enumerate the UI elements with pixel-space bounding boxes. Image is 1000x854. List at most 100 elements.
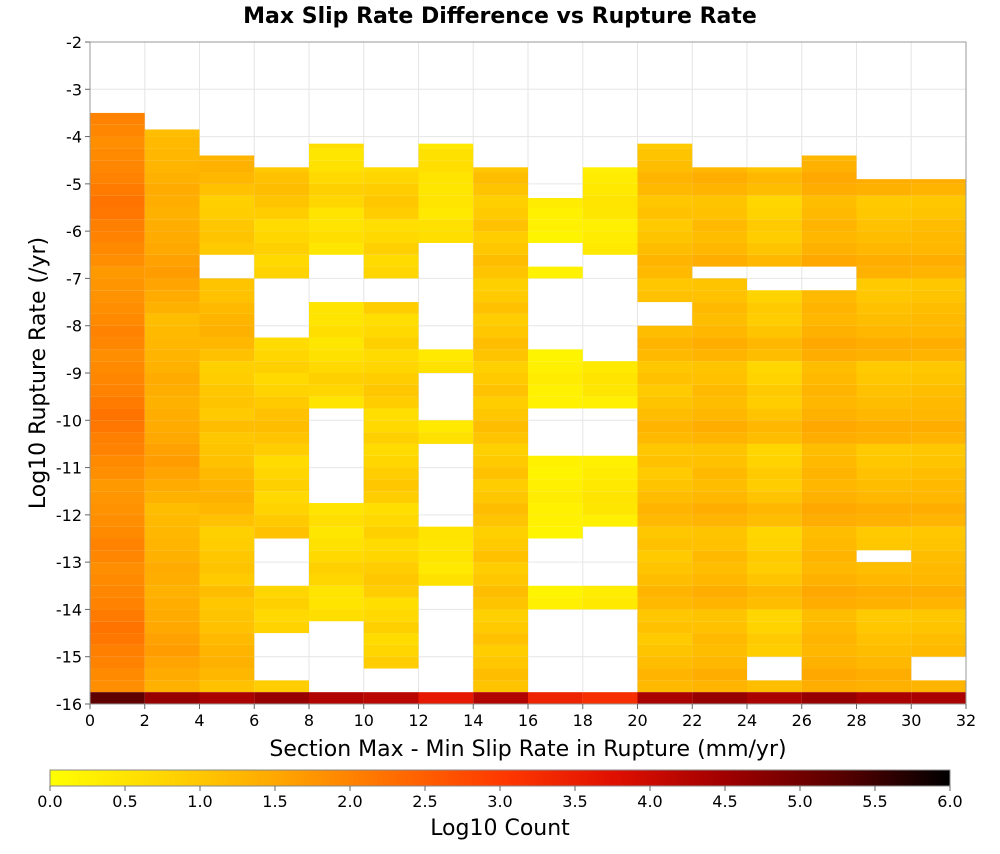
heatmap-cell xyxy=(637,455,693,468)
heatmap-cell xyxy=(911,420,966,433)
heatmap-cell xyxy=(582,384,638,397)
heatmap-cell xyxy=(801,680,857,693)
heatmap-cell xyxy=(692,290,747,303)
heatmap-cell xyxy=(637,172,693,184)
heatmap-cell xyxy=(528,692,583,704)
heatmap-cell xyxy=(199,183,255,196)
heatmap-cell xyxy=(90,172,145,184)
heatmap-cell xyxy=(199,633,255,645)
heatmap-cell xyxy=(363,633,419,645)
heatmap-cell xyxy=(582,167,638,173)
heatmap-cell xyxy=(254,503,309,515)
heatmap-cell xyxy=(801,290,857,303)
heatmap-cell xyxy=(856,290,912,303)
heatmap-cell xyxy=(473,432,528,444)
heatmap-cell xyxy=(692,432,747,444)
x-tick-label: 24 xyxy=(737,711,757,730)
heatmap-cell xyxy=(801,325,857,338)
heatmap-cell xyxy=(418,573,474,586)
heatmap-cell xyxy=(363,692,419,704)
heatmap-cell xyxy=(856,573,912,586)
heatmap-cell xyxy=(856,266,912,279)
heatmap-cell xyxy=(144,337,200,350)
heatmap-cell xyxy=(199,550,255,563)
heatmap-cell xyxy=(747,467,802,480)
y-tick-label: -13 xyxy=(56,553,82,572)
heatmap-cell xyxy=(801,621,857,634)
heatmap-cell xyxy=(199,467,255,480)
heatmap-cell xyxy=(90,467,145,480)
heatmap-cell xyxy=(692,278,747,291)
heatmap-cell xyxy=(801,172,857,184)
heatmap-cell xyxy=(144,195,200,208)
heatmap-cell xyxy=(199,455,255,468)
heatmap-cell xyxy=(856,219,912,232)
heatmap-cell xyxy=(528,479,583,492)
heatmap-cell xyxy=(747,337,802,350)
heatmap-cell xyxy=(473,644,528,657)
heatmap-cell xyxy=(637,337,693,350)
heatmap-cell xyxy=(692,455,747,468)
heatmap-cell xyxy=(144,278,200,291)
heatmap-cell xyxy=(473,195,528,208)
heatmap-cell xyxy=(801,597,857,610)
heatmap-cell xyxy=(254,432,309,444)
heatmap-cell xyxy=(856,396,912,409)
heatmap-cell xyxy=(747,325,802,338)
heatmap-cell xyxy=(856,420,912,433)
heatmap-cell xyxy=(199,526,255,539)
colorbar-tick-label: 0.5 xyxy=(112,792,137,811)
heatmap-cell xyxy=(692,597,747,610)
heatmap-cell xyxy=(692,254,747,267)
heatmap-cell xyxy=(254,195,309,208)
heatmap-cell xyxy=(144,420,200,433)
heatmap-cell xyxy=(856,514,912,527)
heatmap-cell xyxy=(418,432,474,444)
heatmap-cell xyxy=(144,349,200,362)
heatmap-cell xyxy=(144,503,200,515)
heatmap-cell xyxy=(582,373,638,385)
heatmap-cell xyxy=(199,302,255,314)
heatmap-cell xyxy=(90,349,145,362)
heatmap-cell xyxy=(363,231,419,243)
heatmap-cell xyxy=(309,349,364,362)
heatmap-cell xyxy=(911,621,966,634)
heatmap-cell xyxy=(692,384,747,397)
heatmap-cell xyxy=(90,550,145,563)
heatmap-cell xyxy=(582,183,638,196)
heatmap-cell xyxy=(90,242,145,255)
heatmap-cell xyxy=(418,526,474,539)
heatmap-cell xyxy=(856,408,912,421)
heatmap-cell xyxy=(856,349,912,362)
heatmap-cell xyxy=(747,609,802,622)
heatmap-cell xyxy=(418,148,474,161)
heatmap-cell xyxy=(911,550,966,563)
heatmap-cell xyxy=(911,278,966,291)
x-tick-label: 4 xyxy=(194,711,204,730)
heatmap-cell xyxy=(747,573,802,586)
heatmap-cell xyxy=(473,514,528,527)
heatmap-cell xyxy=(90,396,145,409)
heatmap-cell xyxy=(911,302,966,314)
heatmap-cell xyxy=(144,408,200,421)
heatmap-cell xyxy=(692,172,747,184)
heatmap-cell xyxy=(90,644,145,657)
heatmap-cell xyxy=(911,183,966,196)
heatmap-cell xyxy=(692,408,747,421)
heatmap-cell xyxy=(90,656,145,669)
heatmap-cell xyxy=(528,514,583,527)
heatmap-cell xyxy=(637,550,693,563)
heatmap-cell xyxy=(90,609,145,622)
heatmap-cell xyxy=(856,254,912,267)
heatmap-cell xyxy=(528,198,583,208)
heatmap-cell xyxy=(692,219,747,232)
heatmap-cell xyxy=(692,633,747,645)
heatmap-cell xyxy=(90,633,145,645)
heatmap-cell xyxy=(144,302,200,314)
heatmap-cell xyxy=(144,644,200,657)
heatmap-cell xyxy=(856,179,912,184)
heatmap-cell xyxy=(363,621,419,634)
heatmap-cell xyxy=(254,349,309,362)
heatmap-cell xyxy=(801,692,857,704)
heatmap-cell xyxy=(309,231,364,243)
